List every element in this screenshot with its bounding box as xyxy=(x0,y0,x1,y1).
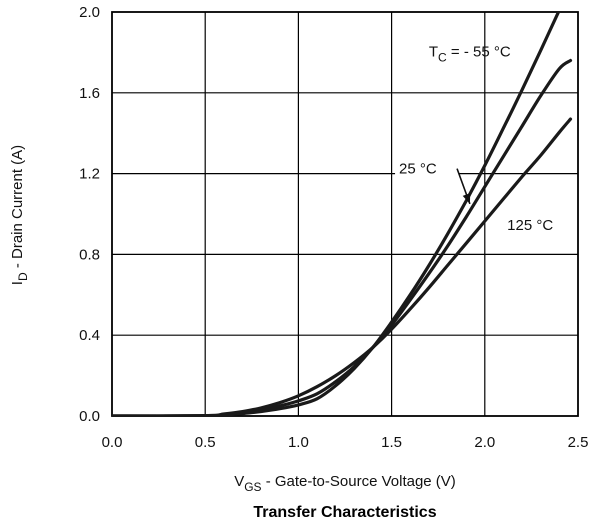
x-tick-label: 1.0 xyxy=(288,434,309,451)
y-tick-label: 0.4 xyxy=(79,327,100,344)
x-tick-label: 0.5 xyxy=(195,434,216,451)
annotation-bg xyxy=(503,214,566,237)
x-tick-label: 1.5 xyxy=(381,434,402,451)
annotations: TC = - 55 °C 25 °C 125 °C xyxy=(395,43,566,237)
tick-labels: 0.0 0.5 1.0 1.5 2.0 2.5 0.0 0.4 0.8 1.2 1.6 2.0 xyxy=(79,4,588,451)
y-tick-label: 0.0 xyxy=(79,408,100,425)
annotation-label: 125 °C xyxy=(507,217,553,234)
annotation-bg xyxy=(395,157,460,180)
y-tick-label: 2.0 xyxy=(79,4,100,21)
plot-frame xyxy=(111,11,579,417)
series-line-0 xyxy=(112,12,561,416)
y-axis-label: ID - Drain Current (A) xyxy=(9,145,30,285)
y-tick-label: 0.8 xyxy=(79,246,100,263)
grid-layer xyxy=(111,11,579,417)
y-tick-label: 1.2 xyxy=(79,166,100,183)
series-layer xyxy=(112,12,573,416)
y-tick-label: 1.6 xyxy=(79,85,100,102)
x-tick-label: 2.0 xyxy=(474,434,495,451)
x-tick-label: 2.5 xyxy=(568,434,589,451)
series-line-2 xyxy=(112,117,573,416)
x-tick-label: 0.0 xyxy=(102,434,123,451)
annotation-label: 25 °C xyxy=(399,161,437,178)
annotation-label: TC = - 55 °C xyxy=(429,43,511,64)
x-axis-label: VGS - Gate-to-Source Voltage (V) xyxy=(234,473,456,494)
annotation-arrowhead xyxy=(462,193,471,204)
series-line-1 xyxy=(112,58,573,416)
chart-title: Transfer Characteristics xyxy=(253,504,436,521)
